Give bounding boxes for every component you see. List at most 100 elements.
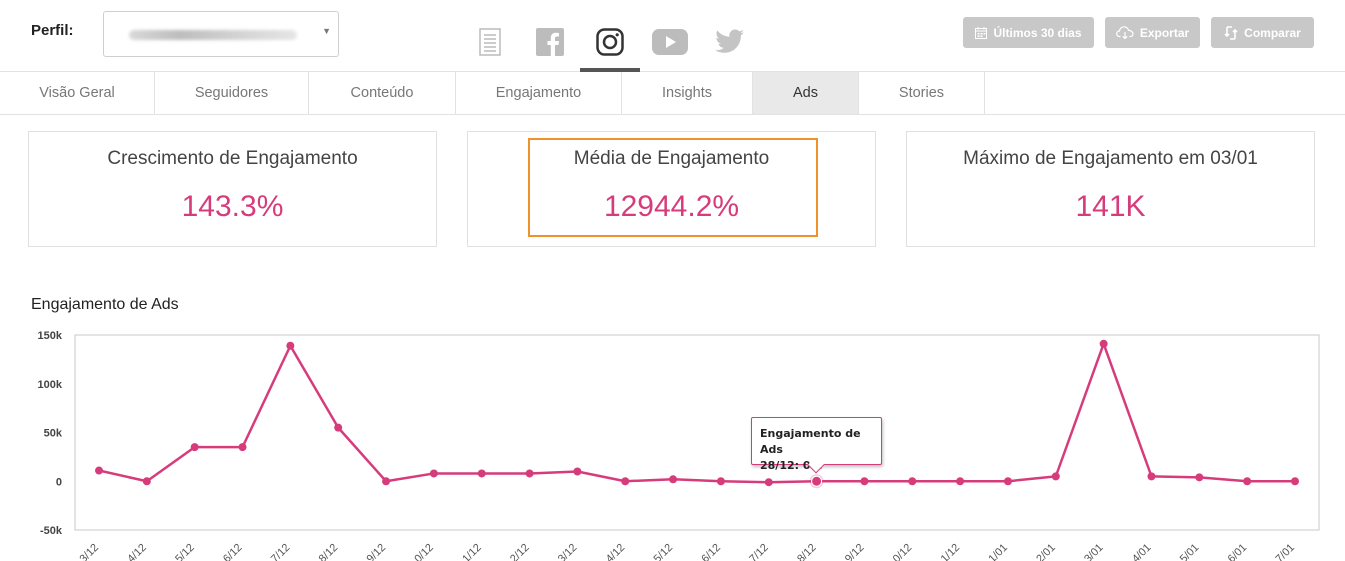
y-tick-label: 0 [56, 476, 62, 488]
x-tick-label: 0/12 [891, 542, 915, 561]
x-tick-label: 4/12 [604, 542, 628, 561]
data-point [334, 423, 343, 432]
youtube-icon[interactable] [640, 14, 700, 70]
x-tick-label: 3/12 [77, 542, 101, 561]
compare-button[interactable]: Comparar [1211, 17, 1314, 48]
tab-seguidores[interactable]: Seguidores [155, 72, 309, 114]
tooltip-text: 28/12: 0.2 [760, 459, 823, 472]
metric-title: Máximo de Engajamento em 03/01 [963, 148, 1258, 169]
x-tick-label: 7/12 [269, 542, 293, 561]
data-point-highlighted [811, 475, 823, 487]
x-tick-label: 8/12 [317, 542, 341, 561]
metric-card-growth: Crescimento de Engajamento 143.3% [28, 131, 437, 247]
metric-value: 12944.2% [603, 190, 740, 223]
data-point [382, 477, 391, 486]
data-point [1291, 477, 1299, 486]
x-tick-label: 9/12 [843, 542, 867, 561]
data-point [764, 478, 773, 487]
y-tick-label: -50k [40, 525, 63, 537]
x-tick-label: 4/01 [1130, 542, 1154, 561]
twitter-icon[interactable] [700, 14, 760, 70]
x-tick-label: 5/01 [1178, 542, 1202, 561]
period-button[interactable]: Últimos 30 dias [963, 17, 1094, 48]
y-tick-label: 100k [38, 379, 63, 391]
data-point [1243, 477, 1252, 486]
x-tick-label: 6/01 [1226, 542, 1250, 561]
data-point [1147, 472, 1156, 481]
data-point [525, 469, 534, 478]
data-point [190, 443, 199, 452]
tab-engajamento[interactable]: Engajamento [456, 72, 622, 114]
x-tick-label: 9/12 [365, 542, 389, 561]
compare-icon [1224, 25, 1238, 40]
x-tick-label: 6/12 [221, 542, 245, 561]
tab-insights[interactable]: Insights [622, 72, 753, 114]
x-tick-label: 5/12 [173, 542, 197, 561]
x-tick-label: 7/12 [747, 542, 771, 561]
x-tick-label: 4/12 [125, 542, 149, 561]
export-button-label: Exportar [1139, 25, 1190, 40]
y-tick-label: 50k [44, 428, 63, 440]
facebook-icon[interactable] [520, 14, 580, 70]
tab-bar: Visão Geral Seguidores Conteúdo Engajame… [0, 72, 1345, 115]
tab-ads[interactable]: Ads [753, 72, 859, 114]
plot-frame [74, 334, 1320, 531]
metric-value: 143.3% [181, 190, 284, 223]
data-point [1051, 472, 1060, 481]
data-point [238, 443, 247, 452]
x-tick-label: 3/01 [1082, 542, 1106, 561]
data-point [860, 477, 869, 486]
x-tick-label: 6/12 [699, 542, 723, 561]
x-tick-label: 1/12 [939, 542, 963, 561]
engagement-line-chart: 150k 100k 50k 0 -50k 3/12 4/12 5/12 6/12 7/12 8/12… [38, 330, 1320, 561]
data-point [286, 341, 295, 350]
cloud-download-icon [1115, 26, 1134, 39]
chart-title: Engajamento de Ads [31, 296, 179, 313]
x-tick-label: 1/12 [460, 542, 484, 561]
data-point [716, 477, 725, 486]
metric-title: Média de Engajamento [573, 148, 770, 169]
tab-stories[interactable]: Stories [859, 72, 985, 114]
data-point [621, 477, 630, 486]
x-tick-label: 1/01 [986, 542, 1010, 561]
metric-card-average: Média de Engajamento 12944.2% [467, 131, 876, 247]
tooltip-title: Engajamento de Ads [760, 427, 861, 456]
chevron-down-icon: ▼ [322, 26, 331, 36]
data-point [1195, 473, 1204, 482]
data-point [142, 477, 151, 486]
tab-conteudo[interactable]: Conteúdo [309, 72, 456, 114]
data-point [1003, 477, 1012, 486]
data-point [573, 467, 582, 476]
data-point [477, 469, 486, 478]
export-button[interactable]: Exportar [1105, 17, 1200, 48]
data-point [429, 469, 438, 478]
calendar-icon [975, 26, 988, 39]
data-point [1099, 339, 1108, 348]
metric-title: Crescimento de Engajamento [107, 148, 358, 169]
metric-card-max: Máximo de Engajamento em 03/01 141K [906, 131, 1315, 247]
data-point [669, 475, 678, 484]
perfil-label: Perfil: [31, 22, 74, 39]
x-tick-label: 7/01 [1273, 542, 1297, 561]
metric-value: 141K [1075, 190, 1146, 223]
y-tick-label: 150k [38, 330, 63, 342]
compare-button-label: Comparar [1244, 25, 1301, 40]
perfil-value-blurred [129, 30, 297, 40]
x-tick-label: 2/01 [1034, 542, 1058, 561]
data-point [956, 477, 965, 486]
x-tick-label: 2/12 [508, 542, 532, 561]
chart-tooltip: Engajamento de Ads 28/12: 0.2 [751, 417, 882, 474]
data-point [908, 477, 917, 486]
x-tick-label: 8/12 [795, 542, 819, 561]
period-button-label: Últimos 30 dias [993, 25, 1082, 40]
perfil-select[interactable]: ▼ [103, 11, 339, 57]
x-tick-label: 0/12 [412, 542, 436, 561]
tab-visao-geral[interactable]: Visão Geral [0, 72, 155, 114]
data-point [95, 466, 103, 475]
series-line [98, 342, 1295, 484]
instagram-icon[interactable] [580, 14, 640, 72]
x-tick-label: 3/12 [556, 542, 580, 561]
top-bar: Perfil: ▼ [0, 0, 1345, 72]
report-icon[interactable] [460, 14, 520, 70]
x-tick-label: 5/12 [652, 542, 676, 561]
